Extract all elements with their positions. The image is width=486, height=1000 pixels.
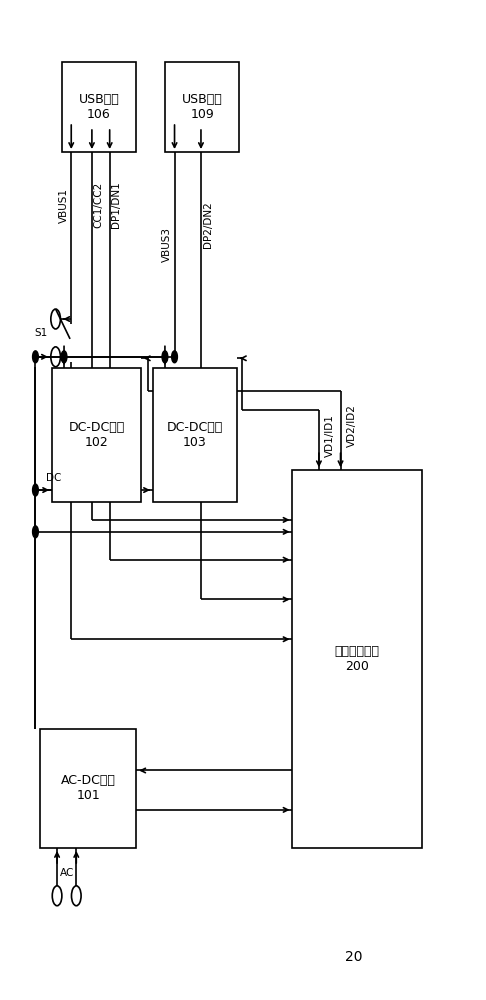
Text: USB端口
109: USB端口 109 xyxy=(182,93,223,121)
Circle shape xyxy=(33,526,38,538)
Text: AC-DC模块
101: AC-DC模块 101 xyxy=(61,774,116,802)
Text: DC-DC模块
103: DC-DC模块 103 xyxy=(167,421,223,449)
Circle shape xyxy=(33,484,38,496)
Text: DP2/DN2: DP2/DN2 xyxy=(203,201,213,248)
Circle shape xyxy=(61,351,67,363)
Bar xyxy=(52,368,141,502)
Circle shape xyxy=(162,351,168,363)
Bar xyxy=(62,62,136,152)
Circle shape xyxy=(33,351,38,363)
Bar xyxy=(293,470,422,848)
Circle shape xyxy=(172,351,177,363)
Text: 20: 20 xyxy=(345,950,362,964)
Text: CC1/CC2: CC1/CC2 xyxy=(94,182,104,228)
Text: 协议控制模块
200: 协议控制模块 200 xyxy=(335,645,380,673)
Text: DP1/DN1: DP1/DN1 xyxy=(111,181,122,228)
Text: DC-DC模块
102: DC-DC模块 102 xyxy=(69,421,124,449)
Text: AC: AC xyxy=(59,868,74,878)
Text: S1: S1 xyxy=(35,328,48,338)
Text: USB端口
106: USB端口 106 xyxy=(79,93,119,121)
Bar xyxy=(40,729,137,848)
Text: VD1/ID1: VD1/ID1 xyxy=(325,414,335,457)
Bar xyxy=(165,62,240,152)
Text: VBUS1: VBUS1 xyxy=(58,188,69,223)
Text: VD2/ID2: VD2/ID2 xyxy=(347,404,357,447)
Text: DC: DC xyxy=(46,473,61,483)
Text: VBUS3: VBUS3 xyxy=(162,227,172,262)
Bar xyxy=(153,368,237,502)
